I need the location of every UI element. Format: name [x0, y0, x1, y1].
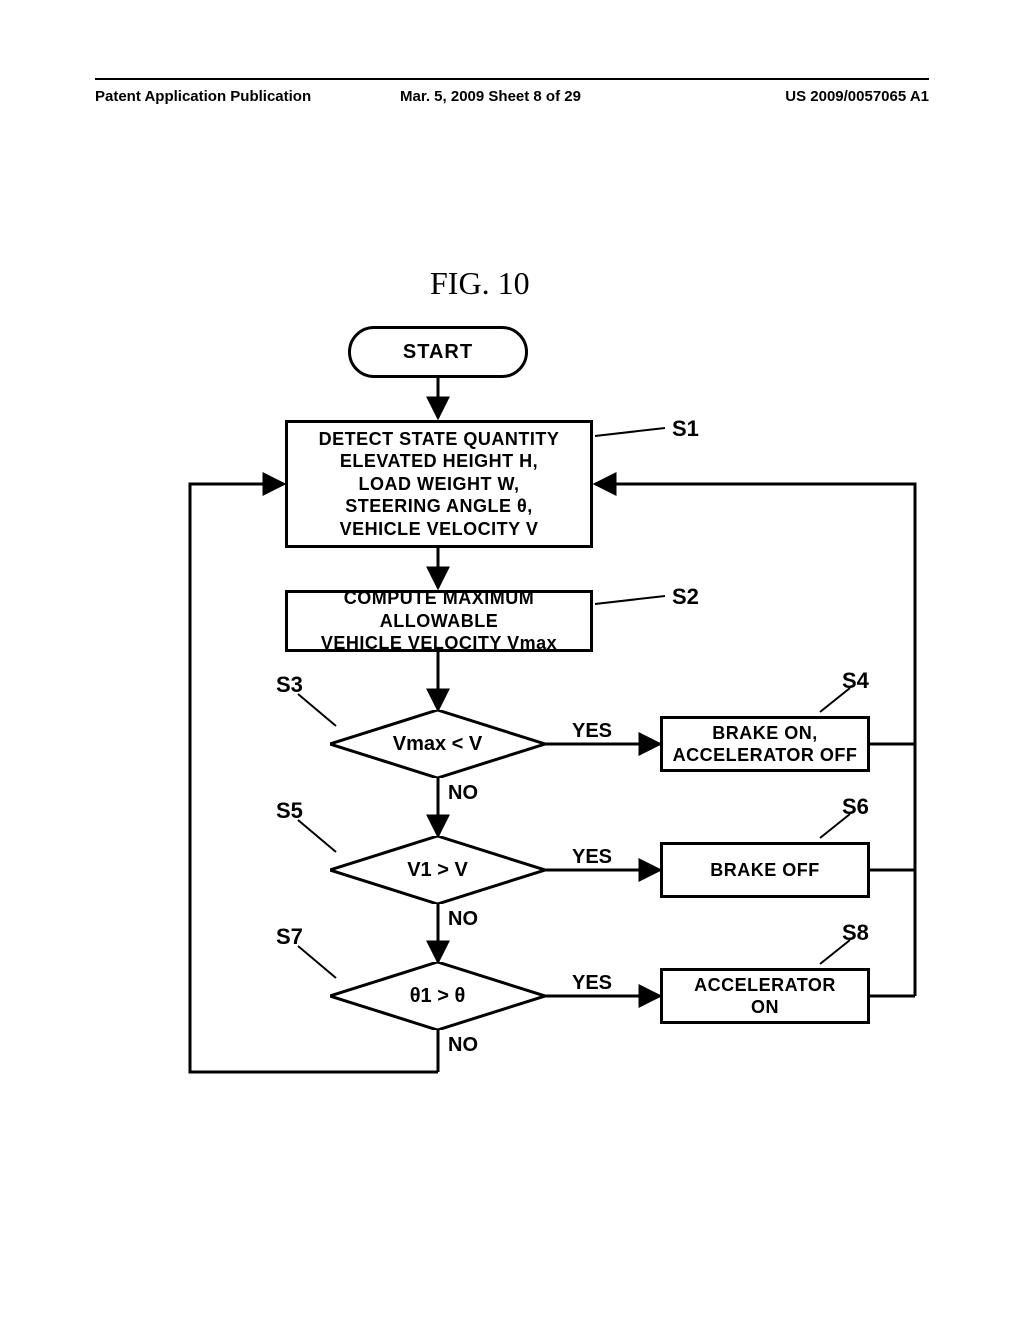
step-label-s2: S2: [672, 584, 699, 610]
start-label: START: [403, 341, 473, 364]
process-s4-text: BRAKE ON, ACCELERATOR OFF: [673, 722, 858, 767]
process-s6-text: BRAKE OFF: [710, 859, 820, 882]
header-right: US 2009/0057065 A1: [785, 88, 929, 105]
start-terminator: START: [348, 326, 528, 378]
process-s1: DETECT STATE QUANTITY ELEVATED HEIGHT H,…: [285, 420, 593, 548]
process-s6: BRAKE OFF: [660, 842, 870, 898]
decision-s7: θ1 > θ: [330, 962, 545, 1030]
process-s8-text: ACCELERATOR ON: [694, 974, 836, 1019]
yes-label-s7: YES: [572, 972, 612, 995]
process-s2: COMPUTE MAXIMUM ALLOWABLE VEHICLE VELOCI…: [285, 590, 593, 652]
yes-label-s5: YES: [572, 846, 612, 869]
step-label-s5: S5: [276, 798, 303, 824]
process-s8: ACCELERATOR ON: [660, 968, 870, 1024]
figure-title: FIG. 10: [430, 265, 530, 302]
decision-s3-text: Vmax < V: [393, 733, 483, 756]
header-left: Patent Application Publication: [95, 88, 311, 105]
no-label-s7: NO: [448, 1034, 478, 1057]
decision-s5: V1 > V: [330, 836, 545, 904]
step-label-s6: S6: [842, 794, 869, 820]
no-label-s5: NO: [448, 908, 478, 931]
no-label-s3: NO: [448, 782, 478, 805]
process-s4: BRAKE ON, ACCELERATOR OFF: [660, 716, 870, 772]
process-s2-text: COMPUTE MAXIMUM ALLOWABLE VEHICLE VELOCI…: [292, 587, 586, 655]
header-center: Mar. 5, 2009 Sheet 8 of 29: [400, 88, 581, 105]
decision-s3: Vmax < V: [330, 710, 545, 778]
process-s1-text: DETECT STATE QUANTITY ELEVATED HEIGHT H,…: [319, 428, 560, 541]
decision-s7-text: θ1 > θ: [410, 985, 466, 1008]
decision-s5-text: V1 > V: [407, 859, 468, 882]
flow-lines: [0, 0, 1024, 1320]
step-label-s1: S1: [672, 416, 699, 442]
step-label-s7: S7: [276, 924, 303, 950]
step-label-s8: S8: [842, 920, 869, 946]
page: Patent Application Publication Mar. 5, 2…: [0, 0, 1024, 1320]
header-rule: [95, 78, 929, 80]
step-label-s3: S3: [276, 672, 303, 698]
step-label-s4: S4: [842, 668, 869, 694]
yes-label-s3: YES: [572, 720, 612, 743]
